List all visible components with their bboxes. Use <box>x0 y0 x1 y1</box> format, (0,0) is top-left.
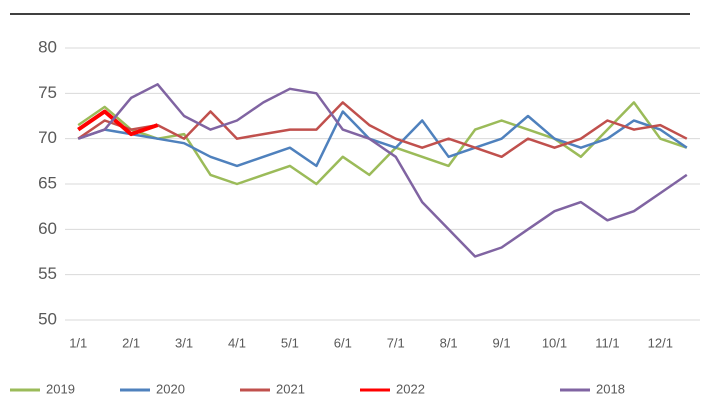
x-tick-label: 10/1 <box>542 335 567 350</box>
legend-label: 2019 <box>46 381 75 396</box>
series-line <box>77 110 688 168</box>
series-line <box>77 101 688 159</box>
x-tick-label: 3/1 <box>175 335 193 350</box>
x-tick-label: 4/1 <box>228 335 246 350</box>
series-line <box>77 109 159 137</box>
x-tick-label: 6/1 <box>334 335 352 350</box>
x-tick-label: 8/1 <box>440 335 458 350</box>
y-tick-label: 80 <box>38 37 57 56</box>
legend-label: 2021 <box>276 381 305 396</box>
y-tick-label: 65 <box>38 173 57 192</box>
y-tick-label: 50 <box>38 309 57 328</box>
series-line <box>77 83 688 258</box>
legend-label: 2018 <box>596 381 625 396</box>
x-tick-label: 5/1 <box>281 335 299 350</box>
y-tick-label: 75 <box>38 83 57 102</box>
x-tick-label: 1/1 <box>69 335 87 350</box>
y-tick-label: 60 <box>38 219 57 238</box>
x-tick-label: 11/1 <box>595 335 619 350</box>
x-tick-label: 7/1 <box>387 335 405 350</box>
legend-label: 2022 <box>396 381 425 396</box>
x-tick-label: 9/1 <box>493 335 511 350</box>
series-line <box>77 101 688 186</box>
legend-label: 2020 <box>156 381 185 396</box>
x-tick-label: 12/1 <box>648 335 673 350</box>
y-tick-label: 55 <box>38 264 57 283</box>
x-tick-label: 2/1 <box>122 335 140 350</box>
y-tick-label: 70 <box>38 128 57 147</box>
